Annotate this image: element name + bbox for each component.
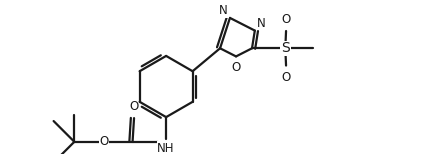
Text: O: O [282,13,291,26]
Text: NH: NH [157,142,175,155]
Text: N: N [257,17,265,30]
Text: O: O [130,100,139,113]
Text: O: O [282,71,291,84]
Text: S: S [281,41,290,55]
Text: O: O [99,135,109,148]
Text: N: N [219,4,228,17]
Text: O: O [231,61,241,74]
